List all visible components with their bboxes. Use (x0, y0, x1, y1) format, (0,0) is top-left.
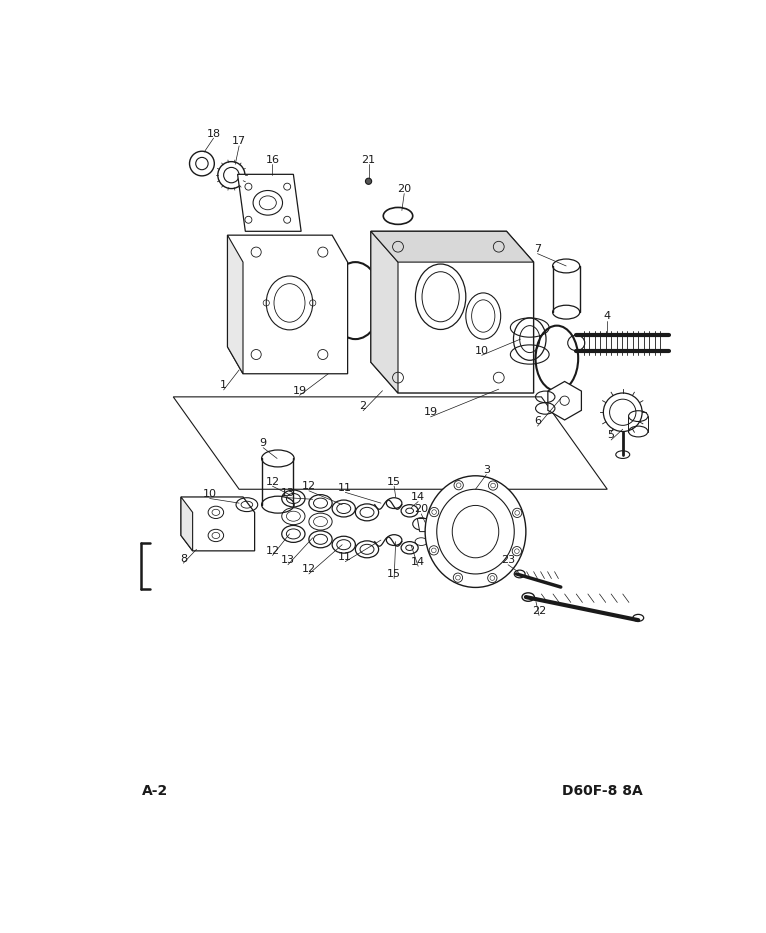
Text: 16: 16 (266, 155, 280, 165)
Text: 1: 1 (220, 381, 228, 390)
Polygon shape (548, 382, 581, 420)
Text: 12: 12 (302, 564, 316, 575)
Polygon shape (237, 174, 301, 231)
Text: 10: 10 (203, 489, 217, 499)
Text: 3: 3 (483, 465, 489, 475)
Text: 11: 11 (339, 552, 352, 562)
Polygon shape (371, 231, 534, 262)
Polygon shape (228, 235, 243, 374)
Text: D60F-8 8A: D60F-8 8A (562, 784, 643, 798)
Text: 22: 22 (532, 606, 546, 616)
Text: 20: 20 (414, 504, 428, 514)
Polygon shape (181, 497, 254, 550)
Polygon shape (371, 231, 398, 393)
Text: 15: 15 (387, 477, 401, 487)
Polygon shape (181, 497, 192, 550)
Text: A-2: A-2 (142, 784, 169, 798)
Text: 6: 6 (534, 416, 541, 426)
Text: 11: 11 (339, 482, 352, 493)
Text: 14: 14 (411, 492, 425, 502)
Text: 21: 21 (362, 155, 375, 165)
Text: 8: 8 (180, 553, 187, 564)
Text: 19: 19 (424, 408, 437, 417)
Ellipse shape (425, 476, 526, 588)
Text: 13: 13 (281, 555, 295, 565)
Polygon shape (228, 235, 348, 374)
Text: 13: 13 (281, 488, 295, 498)
Text: 17: 17 (232, 136, 246, 146)
Text: 12: 12 (265, 546, 280, 556)
Polygon shape (371, 231, 534, 393)
Text: 14: 14 (411, 557, 425, 566)
Text: 23: 23 (501, 555, 515, 565)
Text: 19: 19 (293, 385, 306, 396)
Text: 7: 7 (534, 244, 541, 254)
Text: 5: 5 (607, 430, 614, 440)
Text: 20: 20 (397, 184, 411, 194)
Text: 12: 12 (302, 481, 316, 491)
Text: 10: 10 (475, 345, 489, 355)
Text: 15: 15 (387, 569, 401, 579)
Text: 2: 2 (359, 401, 367, 411)
Text: 4: 4 (604, 311, 611, 321)
Text: 12: 12 (265, 477, 280, 487)
Text: 9: 9 (260, 439, 267, 448)
Polygon shape (417, 519, 435, 532)
Text: 18: 18 (207, 129, 221, 138)
Ellipse shape (365, 178, 372, 185)
